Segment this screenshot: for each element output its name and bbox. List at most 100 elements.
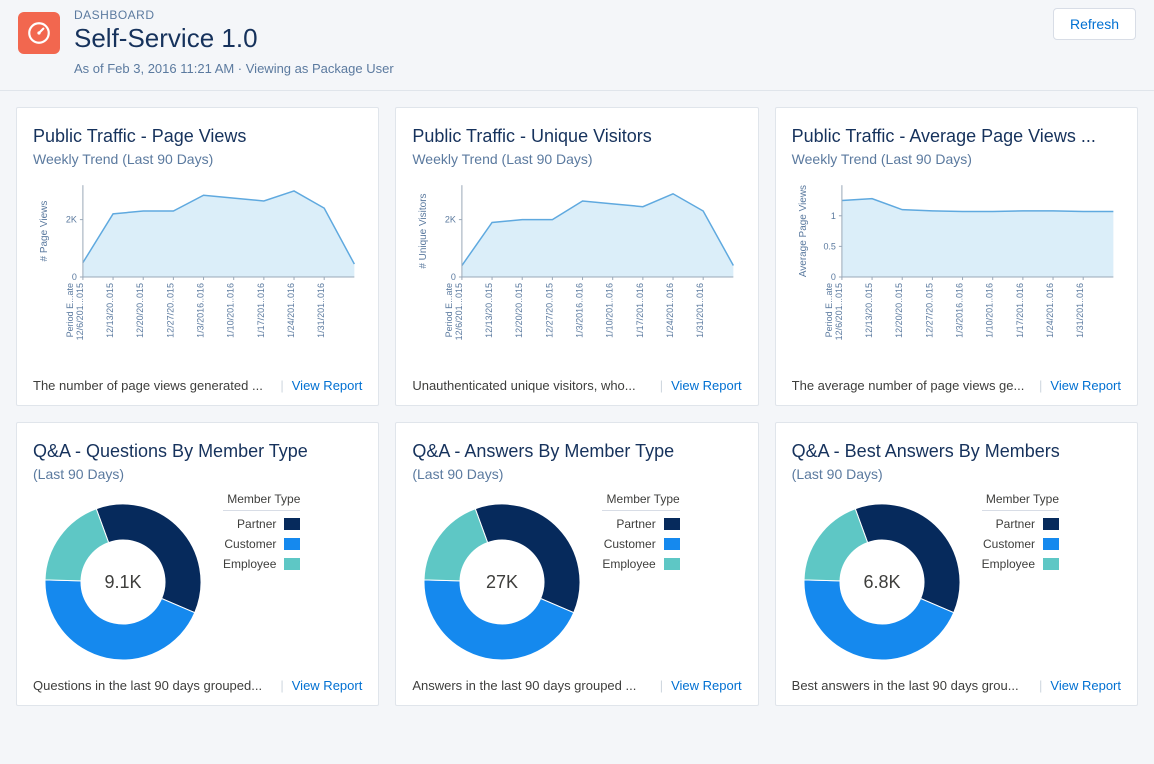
svg-text:1/31/201..016: 1/31/201..016 <box>316 282 326 337</box>
view-report-link[interactable]: View Report <box>292 378 363 393</box>
svg-text:9.1K: 9.1K <box>104 572 141 592</box>
chart: 9.1K Member TypePartnerCustomerEmployee <box>33 492 362 672</box>
svg-text:12/27/20..015: 12/27/20..015 <box>924 282 934 337</box>
svg-text:1/10/201..016: 1/10/201..016 <box>984 282 994 337</box>
svg-text:1: 1 <box>831 210 836 220</box>
legend: Member TypePartnerCustomerEmployee <box>223 492 300 577</box>
svg-text:12/20/20..015: 12/20/20..015 <box>515 282 525 337</box>
card-subtitle: Weekly Trend (Last 90 Days) <box>33 151 362 167</box>
card-description: Answers in the last 90 days grouped ... <box>412 678 651 693</box>
legend-item: Partner <box>223 517 300 531</box>
card-unique-visitors: Public Traffic - Unique Visitors Weekly … <box>395 107 758 406</box>
legend-item: Partner <box>982 517 1059 531</box>
header-text: DASHBOARD Self-Service 1.0 As of Feb 3, … <box>74 8 394 76</box>
dashboard-header: DASHBOARD Self-Service 1.0 As of Feb 3, … <box>0 0 1154 91</box>
card-title: Q&A - Questions By Member Type <box>33 441 362 462</box>
svg-text:1/10/201..016: 1/10/201..016 <box>605 282 615 337</box>
svg-text:1/3/2016..016: 1/3/2016..016 <box>196 282 206 337</box>
svg-text:12/6/201...015: 12/6/201...015 <box>75 282 85 339</box>
svg-text:0: 0 <box>451 271 456 281</box>
svg-text:1/10/201..016: 1/10/201..016 <box>226 282 236 337</box>
legend: Member Type Partner Customer Employee <box>602 492 679 577</box>
legend-item: Customer <box>982 537 1059 551</box>
card-subtitle: Weekly Trend (Last 90 Days) <box>412 151 741 167</box>
legend-item: Customer <box>602 537 679 551</box>
svg-text:12/20/20..015: 12/20/20..015 <box>894 282 904 337</box>
refresh-button[interactable]: Refresh <box>1053 8 1136 40</box>
card-footer: Questions in the last 90 days grouped...… <box>33 678 362 693</box>
svg-text:0.5: 0.5 <box>823 241 835 251</box>
card-title: Q&A - Answers By Member Type <box>412 441 741 462</box>
svg-text:1/31/201..016: 1/31/201..016 <box>696 282 706 337</box>
chart: 02K Period E...ate12/6/201...01512/13/20… <box>412 177 741 372</box>
chart: 6.8K Member Type Partner Customer Employee <box>792 492 1121 672</box>
card-footer: The number of page views generated ... |… <box>33 378 362 393</box>
legend-title: Member Type <box>602 492 679 511</box>
eyebrow: DASHBOARD <box>74 8 394 22</box>
view-report-link[interactable]: View Report <box>671 678 742 693</box>
card-footer: The average number of page views ge... |… <box>792 378 1121 393</box>
card-best-answers: Q&A - Best Answers By Members (Last 90 D… <box>775 422 1138 706</box>
card-title: Public Traffic - Unique Visitors <box>412 126 741 147</box>
card-footer: Answers in the last 90 days grouped ... … <box>412 678 741 693</box>
card-questions: Q&A - Questions By Member Type (Last 90 … <box>16 422 379 706</box>
svg-text:Period E...ate: Period E...ate <box>444 282 454 336</box>
dashboard-icon <box>18 12 60 54</box>
legend-title: Member Type <box>982 492 1059 511</box>
card-description: Best answers in the last 90 days grou... <box>792 678 1031 693</box>
chart: 0 2K Period E...ate12/6/201...015 12/13/20… <box>33 177 362 372</box>
card-description: The number of page views generated ... <box>33 378 272 393</box>
legend-item: Customer <box>223 537 300 551</box>
card-description: Unauthenticated unique visitors, who... <box>412 378 651 393</box>
card-avg-page-views: Public Traffic - Average Page Views ... … <box>775 107 1138 406</box>
svg-text:Period E...ate: Period E...ate <box>65 282 75 336</box>
svg-text:12/20/20..015: 12/20/20..015 <box>135 282 145 337</box>
card-subtitle: (Last 90 Days) <box>412 466 741 482</box>
svg-text:6.8K: 6.8K <box>863 572 900 592</box>
legend-item: Employee <box>602 557 679 571</box>
card-description: The average number of page views ge... <box>792 378 1031 393</box>
chart: 27K Member Type Partner Customer Employee <box>412 492 741 672</box>
card-subtitle: (Last 90 Days) <box>792 466 1121 482</box>
svg-text:12/6/201...015: 12/6/201...015 <box>834 282 844 339</box>
legend-item: Employee <box>982 557 1059 571</box>
card-answers: Q&A - Answers By Member Type (Last 90 Da… <box>395 422 758 706</box>
svg-text:1/17/201..016: 1/17/201..016 <box>1015 282 1025 337</box>
svg-text:27K: 27K <box>486 572 518 592</box>
svg-text:# Page Views: # Page Views <box>39 200 50 261</box>
legend-item: Partner <box>602 517 679 531</box>
svg-text:1/24/201..016: 1/24/201..016 <box>665 282 675 337</box>
svg-text:1/17/201..016: 1/17/201..016 <box>256 282 266 337</box>
card-footer: Best answers in the last 90 days grou...… <box>792 678 1121 693</box>
svg-text:1/3/2016..016: 1/3/2016..016 <box>954 282 964 337</box>
svg-text:2K: 2K <box>445 214 456 224</box>
header-left: DASHBOARD Self-Service 1.0 As of Feb 3, … <box>18 8 394 76</box>
card-subtitle: Weekly Trend (Last 90 Days) <box>792 151 1121 167</box>
svg-text:1/3/2016..016: 1/3/2016..016 <box>575 282 585 337</box>
svg-text:1/24/201..016: 1/24/201..016 <box>286 282 296 337</box>
legend: Member Type Partner Customer Employee <box>982 492 1059 577</box>
card-title: Public Traffic - Average Page Views ... <box>792 126 1121 147</box>
svg-text:1/31/201..016: 1/31/201..016 <box>1075 282 1085 337</box>
svg-text:Period E...ate: Period E...ate <box>824 282 834 336</box>
chart: 0 0.5 1 Period E...ate12/6/201...015 12/13/… <box>792 177 1121 372</box>
view-report-link[interactable]: View Report <box>1050 378 1121 393</box>
svg-text:12/13/20..015: 12/13/20..015 <box>864 282 874 337</box>
card-subtitle: (Last 90 Days) <box>33 466 362 482</box>
card-description: Questions in the last 90 days grouped... <box>33 678 272 693</box>
card-footer: Unauthenticated unique visitors, who... … <box>412 378 741 393</box>
svg-text:0: 0 <box>831 271 836 281</box>
svg-text:0: 0 <box>72 271 77 281</box>
svg-text:Average Page Views: Average Page Views <box>798 184 809 276</box>
page-title: Self-Service 1.0 <box>74 22 394 55</box>
view-report-link[interactable]: View Report <box>671 378 742 393</box>
svg-text:# Unique Visitors: # Unique Visitors <box>418 193 429 268</box>
view-report-link[interactable]: View Report <box>292 678 363 693</box>
svg-text:2K: 2K <box>66 214 77 224</box>
card-title: Q&A - Best Answers By Members <box>792 441 1121 462</box>
svg-text:12/6/201...015: 12/6/201...015 <box>454 282 464 339</box>
dashboard-grid: Public Traffic - Page Views Weekly Trend… <box>0 91 1154 722</box>
view-report-link[interactable]: View Report <box>1050 678 1121 693</box>
svg-text:12/13/20..015: 12/13/20..015 <box>105 282 115 337</box>
card-page-views: Public Traffic - Page Views Weekly Trend… <box>16 107 379 406</box>
